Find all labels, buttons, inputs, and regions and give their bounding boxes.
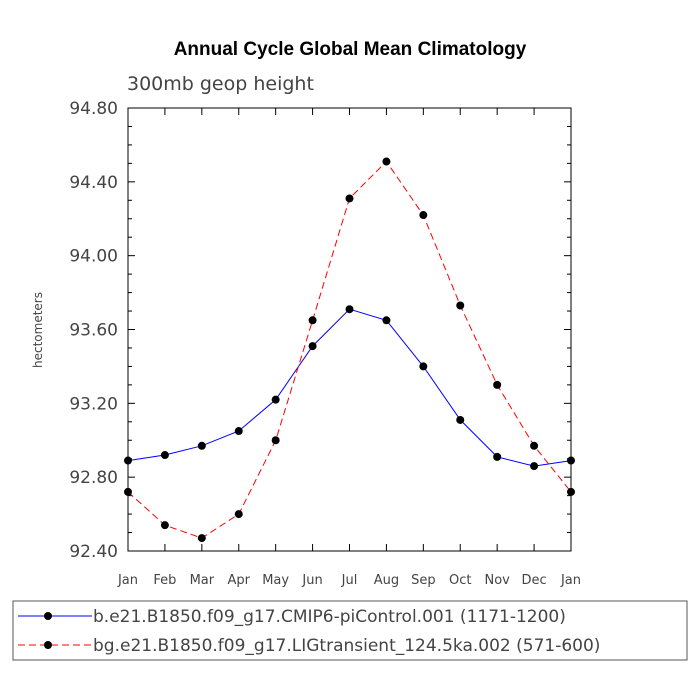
data-point: [160, 521, 169, 530]
x-tick-label: May: [262, 573, 289, 588]
data-point: [271, 436, 280, 445]
x-tick-label: Aug: [374, 573, 399, 588]
data-point: [197, 534, 206, 543]
data-point: [382, 316, 391, 325]
y-tick-label: 92.80: [69, 468, 118, 488]
data-point: [124, 456, 132, 465]
legend: b.e21.B1850.f09_g17.CMIP6-piControl.001 …: [12, 600, 688, 661]
legend-entry: b.e21.B1850.f09_g17.CMIP6-piControl.001 …: [18, 607, 566, 627]
data-point: [271, 395, 280, 404]
y-tick-label: 93.20: [69, 394, 118, 414]
x-tick-label: Jun: [301, 573, 322, 588]
data-point: [160, 451, 169, 460]
chart-subtitle: 300mb geop height: [127, 73, 314, 95]
plot-axes: 92.40 92.80 93.20 93.60 94.00 94.40 94.80 Jan Fe…: [69, 99, 581, 588]
data-point: [382, 157, 391, 166]
data-point: [197, 441, 206, 450]
data-point: [345, 305, 354, 314]
x-tick-label: Mar: [190, 573, 215, 588]
legend-marker: [44, 641, 52, 649]
data-point: [530, 441, 539, 450]
x-tick-label: Oct: [449, 573, 471, 588]
x-tick-label: Jan: [560, 573, 581, 588]
x-tick-label: Jul: [341, 573, 358, 588]
y-tick-label: 94.00: [69, 247, 118, 267]
y-axis-label: hectometers: [31, 292, 45, 368]
legend-box: [12, 600, 688, 661]
series-line: [127, 160, 572, 539]
x-tick-label: Nov: [484, 573, 510, 588]
legend-marker: [44, 612, 52, 620]
y-tick-label: 92.40: [69, 542, 118, 562]
x-tick-label: Dec: [522, 573, 547, 588]
plot-frame: [127, 107, 572, 552]
data-point: [456, 301, 465, 310]
data-point: [308, 316, 317, 325]
series-1: [124, 305, 575, 471]
legend-label: b.e21.B1850.f09_g17.CMIP6-piControl.001 …: [93, 607, 566, 627]
y-tick-label: 94.40: [69, 173, 118, 193]
data-point: [567, 487, 575, 496]
data-point: [234, 427, 243, 436]
data-point: [530, 462, 539, 471]
x-tick-label: Feb: [153, 573, 176, 588]
series-2: [124, 157, 575, 543]
data-point: [456, 415, 465, 424]
y-tick-label: 93.60: [69, 321, 118, 341]
series-line: [127, 308, 572, 467]
data-point: [419, 211, 428, 220]
data-point: [493, 452, 502, 461]
data-point: [308, 342, 317, 351]
x-tick-label: Sep: [411, 573, 436, 588]
data-point: [419, 362, 428, 371]
data-point: [234, 510, 243, 519]
x-tick-label: Apr: [228, 573, 251, 588]
legend-label: bg.e21.B1850.f09_g17.LIGtransient_124.5k…: [93, 636, 600, 656]
legend-entry: bg.e21.B1850.f09_g17.LIGtransient_124.5k…: [18, 636, 600, 656]
y-tick-label: 94.80: [69, 99, 118, 119]
x-tick-label: Jan: [117, 573, 138, 588]
data-point: [345, 194, 354, 203]
data-point: [493, 380, 502, 389]
data-point: [567, 456, 575, 465]
chart-title: Annual Cycle Global Mean Climatology: [174, 39, 527, 60]
series-layer: [124, 157, 575, 543]
data-point: [124, 487, 132, 496]
